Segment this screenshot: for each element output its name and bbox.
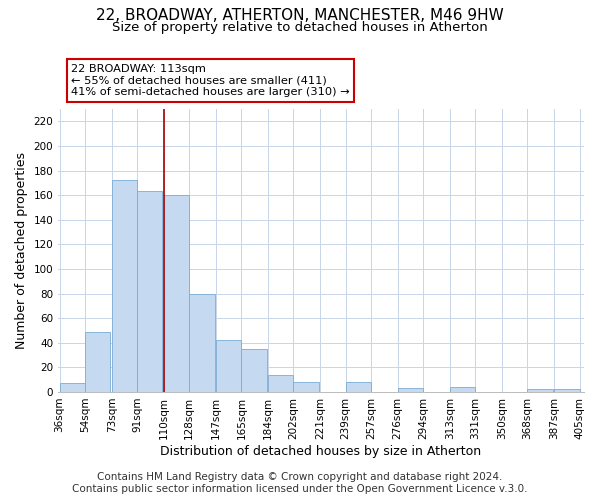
Bar [450, 387, 475, 392]
Text: Contains HM Land Registry data © Crown copyright and database right 2024.
Contai: Contains HM Land Registry data © Crown c… [72, 472, 528, 494]
Bar [85, 332, 110, 392]
Bar [398, 388, 423, 392]
Y-axis label: Number of detached properties: Number of detached properties [15, 152, 28, 349]
Text: 22 BROADWAY: 113sqm
← 55% of detached houses are smaller (411)
41% of semi-detac: 22 BROADWAY: 113sqm ← 55% of detached ho… [71, 64, 350, 97]
Bar [241, 349, 267, 392]
Bar [189, 294, 215, 392]
Bar [164, 195, 189, 392]
Bar [527, 390, 553, 392]
Bar [293, 382, 319, 392]
Text: Size of property relative to detached houses in Atherton: Size of property relative to detached ho… [112, 21, 488, 34]
Bar [59, 384, 85, 392]
Bar [268, 374, 293, 392]
Bar [554, 390, 580, 392]
Bar [346, 382, 371, 392]
Bar [137, 192, 163, 392]
X-axis label: Distribution of detached houses by size in Atherton: Distribution of detached houses by size … [160, 444, 482, 458]
Bar [216, 340, 241, 392]
Text: 22, BROADWAY, ATHERTON, MANCHESTER, M46 9HW: 22, BROADWAY, ATHERTON, MANCHESTER, M46 … [96, 8, 504, 22]
Bar [112, 180, 137, 392]
